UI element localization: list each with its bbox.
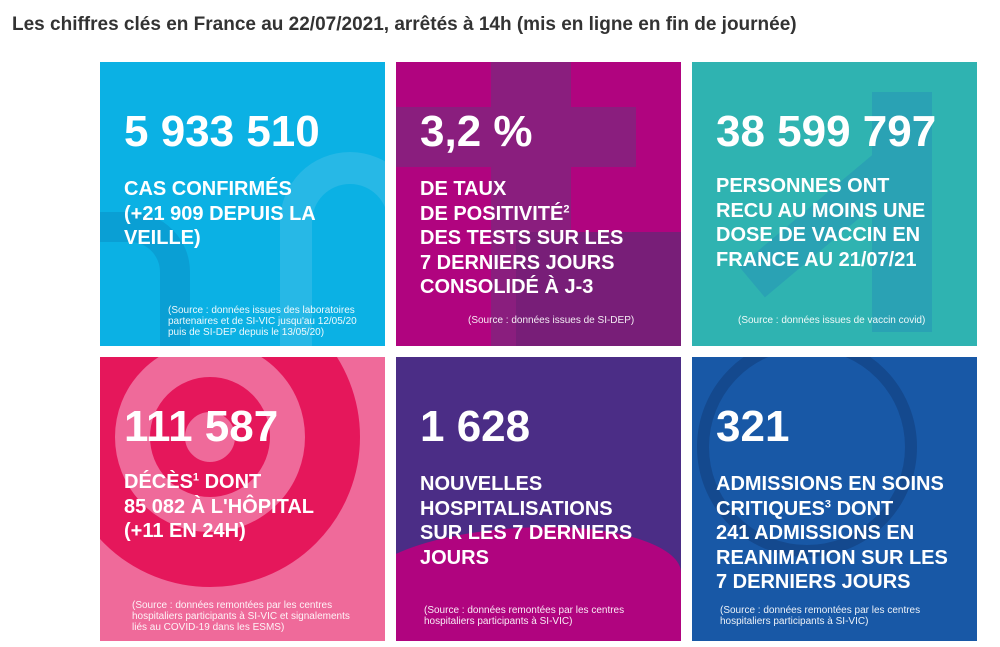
deaths-label: DÉCÈS1 DONT 85 082 À L'HÔPITAL (+11 EN 2… [124,470,314,544]
page-title: Les chiffres clés en France au 22/07/202… [12,14,797,35]
label-part: ADMISSIONS EN SOINS CRITIQUES [716,473,944,520]
confirmed-cases-value: 5 933 510 [124,107,320,156]
label-part: DE TAUX DE POSITIVITÉ [420,178,564,225]
background-arrow-decoration [872,92,932,332]
deaths-value: 111 587 [124,402,279,451]
vaccination-value: 38 599 797 [716,107,937,156]
hospitalisations-source: (Source : données remontées par les cent… [424,605,625,627]
background-block-decoration [516,232,681,346]
deaths-source: (Source : données remontées par les cent… [132,600,350,633]
positivity-rate-value: 3,2 % [420,107,533,156]
confirmed-cases-label: CAS CONFIRMÉS (+21 909 DEPUIS LA VEILLE) [124,178,316,249]
label-part: DONT 85 082 À L'HÔPITAL (+11 EN 24H) [124,471,314,542]
critical-care-value: 321 [716,402,790,451]
footnote-marker: 1 [192,471,200,484]
positivity-rate-label: DE TAUX DE POSITIVITÉ2 DES TESTS SUR LES… [420,177,623,300]
confirmed-cases-source: (Source : données issues des laboratoire… [168,305,357,338]
positivity-rate-source: (Source : données issues de SI-DEP) [468,315,635,326]
tile-deaths: 111 587 DÉCÈS1 DONT 85 082 À L'HÔPITAL (… [100,357,385,641]
tile-hospitalisations: 1 628 NOUVELLES HOSPITALISATIONS SUR LES… [396,357,681,641]
tile-vaccination: 38 599 797 PERSONNES ONT RECU AU MOINS U… [692,62,977,346]
background-plus-decoration [396,107,636,167]
label-part: DÉCÈS [124,471,193,493]
footnote-marker: 2 [563,202,570,215]
vaccination-source: (Source : données issues de vaccin covid… [738,315,926,326]
vaccination-label: PERSONNES ONT RECU AU MOINS UNE DOSE DE … [716,175,926,271]
label-part: DES TESTS SUR LES 7 DERNIERS JOURS CONSO… [420,227,624,298]
critical-care-label: ADMISSIONS EN SOINS CRITIQUES3 DONT 241 … [716,472,948,595]
hospitalisations-value: 1 628 [420,402,531,451]
footnote-marker: 3 [824,497,832,510]
background-wave-decoration [396,527,681,641]
label-part: DONT 241 ADMISSIONS EN REANIMATION SUR L… [716,497,948,594]
hospitalisations-label: NOUVELLES HOSPITALISATIONS SUR LES 7 DER… [420,473,633,569]
tile-positivity-rate: 3,2 % DE TAUX DE POSITIVITÉ2 DES TESTS S… [396,62,681,346]
tile-critical-care: 321 ADMISSIONS EN SOINS CRITIQUES3 DONT … [692,357,977,641]
critical-care-source: (Source : données remontées par les cent… [720,605,921,627]
tile-confirmed-cases: 5 933 510 CAS CONFIRMÉS (+21 909 DEPUIS … [100,62,385,346]
